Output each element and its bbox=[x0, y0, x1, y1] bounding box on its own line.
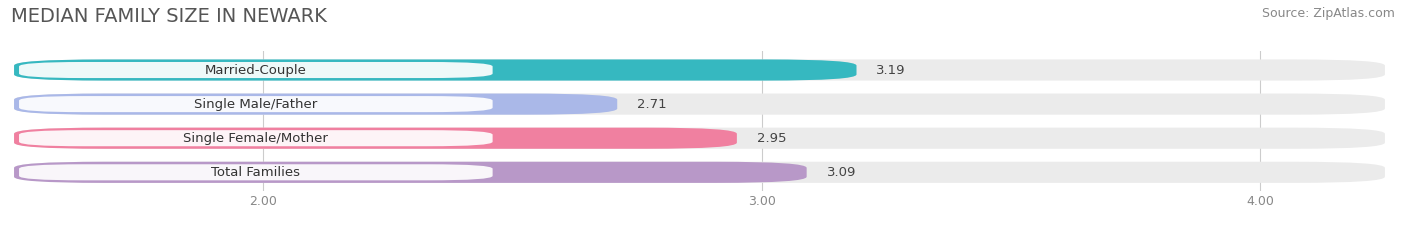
FancyBboxPatch shape bbox=[14, 93, 617, 115]
FancyBboxPatch shape bbox=[14, 59, 856, 81]
Text: Total Families: Total Families bbox=[211, 166, 301, 179]
Text: Single Male/Father: Single Male/Father bbox=[194, 98, 318, 111]
Text: 2.95: 2.95 bbox=[756, 132, 786, 145]
Text: 3.09: 3.09 bbox=[827, 166, 856, 179]
Text: MEDIAN FAMILY SIZE IN NEWARK: MEDIAN FAMILY SIZE IN NEWARK bbox=[11, 7, 328, 26]
FancyBboxPatch shape bbox=[20, 130, 492, 146]
FancyBboxPatch shape bbox=[14, 162, 807, 183]
FancyBboxPatch shape bbox=[20, 164, 492, 180]
FancyBboxPatch shape bbox=[14, 162, 1385, 183]
Text: Source: ZipAtlas.com: Source: ZipAtlas.com bbox=[1261, 7, 1395, 20]
FancyBboxPatch shape bbox=[14, 128, 737, 149]
FancyBboxPatch shape bbox=[14, 128, 1385, 149]
Text: Married-Couple: Married-Couple bbox=[205, 64, 307, 76]
Text: 3.19: 3.19 bbox=[876, 64, 905, 76]
Text: Single Female/Mother: Single Female/Mother bbox=[183, 132, 328, 145]
FancyBboxPatch shape bbox=[20, 62, 492, 78]
FancyBboxPatch shape bbox=[14, 93, 1385, 115]
Text: 2.71: 2.71 bbox=[637, 98, 666, 111]
FancyBboxPatch shape bbox=[20, 96, 492, 112]
FancyBboxPatch shape bbox=[14, 59, 1385, 81]
